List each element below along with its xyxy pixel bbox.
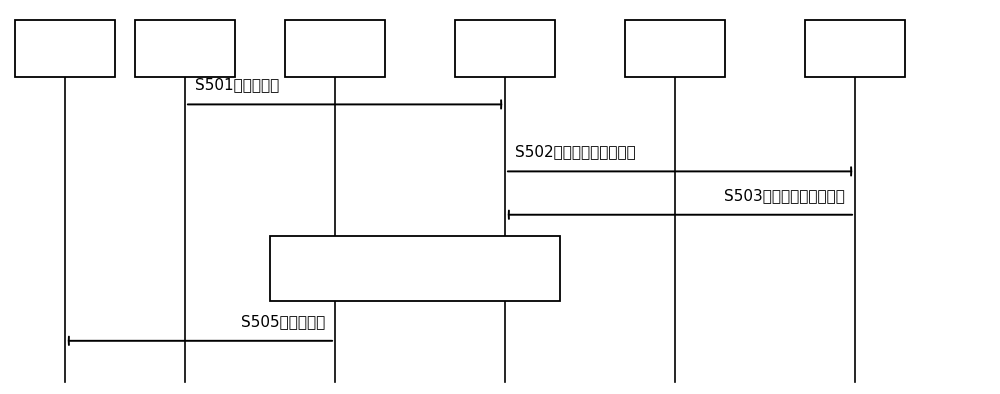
Text: 目标RAN: 目标RAN (305, 39, 365, 57)
Text: S504，根据N个候选小区的时间: S504，根据N个候选小区的时间 (340, 251, 490, 267)
Text: TSCTSF: TSCTSF (821, 39, 889, 57)
Text: S501，第一消息: S501，第一消息 (195, 78, 279, 93)
Text: S505，第二消息: S505，第二消息 (241, 314, 325, 329)
Bar (285, 20, 385, 77)
Text: 源AMF: 源AMF (481, 39, 529, 57)
Text: S502，第一查询请求消息: S502，第一查询请求消息 (515, 145, 636, 160)
Bar (625, 20, 725, 77)
Text: 终端: 终端 (54, 39, 76, 57)
Bar (15, 20, 115, 77)
Bar (455, 20, 555, 77)
Bar (135, 20, 235, 77)
Bar (270, 236, 560, 301)
Text: 目标AMF: 目标AMF (645, 39, 705, 57)
Text: 源RAN: 源RAN (161, 39, 209, 57)
Text: S503，第一查询响应消息: S503，第一查询响应消息 (724, 188, 845, 203)
Bar (805, 20, 905, 77)
Text: 服务信息，确定目标小区: 服务信息，确定目标小区 (365, 279, 465, 294)
